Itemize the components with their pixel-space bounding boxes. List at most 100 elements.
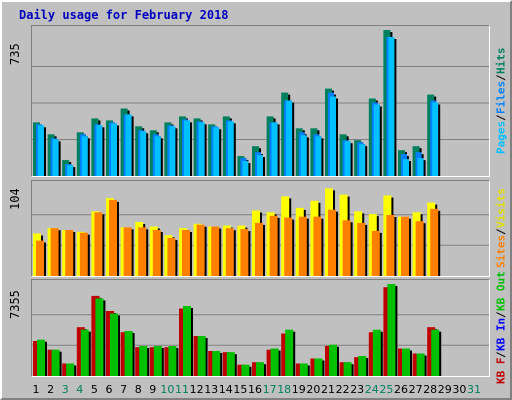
x-tick-label: 13 (204, 383, 218, 396)
kbout-bar (139, 346, 148, 376)
sites-bar (269, 215, 278, 276)
x-tick-label: 24 (365, 383, 379, 396)
pages-bar (315, 136, 322, 176)
pages-bar (432, 102, 439, 176)
x-tick-label: 2 (47, 383, 54, 396)
sites-bar (240, 229, 249, 276)
x-tick-label: 6 (106, 383, 113, 396)
x-tick-label: 7 (120, 383, 127, 396)
x-tick-label: 5 (91, 383, 98, 396)
pages-bar (213, 127, 220, 176)
pages-bar (330, 96, 336, 176)
sites-bar (36, 240, 44, 276)
x-tick-label: 19 (292, 383, 306, 396)
sites-bar (94, 212, 103, 276)
kbout-bar (270, 348, 279, 376)
x-tick-label: 17 (263, 383, 277, 396)
x-tick-label: 9 (149, 383, 156, 396)
kbout-bar (329, 344, 337, 376)
sites-bar (225, 228, 234, 276)
x-tick-label: 3 (62, 383, 69, 396)
sites-bar (430, 208, 439, 276)
pages-bar (388, 37, 395, 176)
pages-bar (38, 125, 44, 176)
x-tick-label: 29 (438, 383, 452, 396)
x-tick-label: 18 (277, 383, 291, 396)
pages-bar (184, 120, 190, 176)
pages-bar (154, 136, 161, 176)
x-tick-label: 1 (33, 383, 40, 396)
kbout-bar (402, 348, 410, 376)
pages-bar (403, 159, 409, 176)
kbout-bar (66, 363, 75, 376)
x-tick-label: 4 (76, 383, 83, 396)
kbout-bar (431, 329, 440, 376)
sites-bar (167, 238, 176, 276)
x-tick-label: 16 (248, 383, 262, 396)
sites-bar (357, 222, 366, 276)
kbout-bar (343, 362, 352, 376)
x-tick-label: 15 (233, 383, 247, 396)
kbout-bar (314, 358, 323, 376)
x-tick-label: 12 (190, 383, 204, 396)
x-tick-label: 27 (409, 383, 423, 396)
kbout-bar (183, 306, 191, 376)
x-tick-label: 25 (379, 383, 393, 396)
x-tick-label: 10 (160, 383, 174, 396)
x-tick-label: 23 (350, 383, 364, 396)
sites-bar (298, 216, 307, 276)
kbout-bar (358, 356, 367, 376)
sites-bar (342, 220, 351, 276)
pages-bar (344, 141, 351, 176)
kbout-bar (37, 339, 45, 376)
pages-bar (373, 104, 380, 176)
pages-bar (169, 126, 176, 176)
sites-bar (328, 209, 336, 276)
x-tick-label: 28 (423, 383, 437, 396)
kbout-bar (299, 363, 308, 376)
sites-bar (401, 216, 409, 276)
sites-bar (79, 232, 88, 276)
sites-bar (109, 199, 117, 276)
x-tick-label: 21 (321, 383, 335, 396)
kbout-bar (285, 329, 294, 376)
pages-bar (286, 100, 293, 176)
pages-bar (359, 144, 366, 176)
sites-bar (255, 222, 263, 276)
pages-bar (111, 123, 117, 176)
kbout-bar (153, 346, 162, 376)
pages-bar (271, 122, 278, 176)
pages-bar (417, 158, 424, 176)
pages-bar (300, 135, 307, 176)
kbout-bar (168, 346, 177, 376)
sites-bar (50, 228, 59, 276)
sites-bar (138, 227, 147, 276)
sites-bar (152, 230, 161, 276)
pages-bar (81, 136, 88, 176)
pages-bar (96, 125, 103, 176)
pages-bar (52, 139, 59, 176)
kbout-bar (387, 284, 396, 376)
kbout-bar (51, 349, 60, 376)
x-tick-label: 8 (135, 383, 142, 396)
kbout-bar (372, 329, 381, 376)
pages-bar (67, 165, 74, 176)
pages-bar (140, 131, 147, 176)
x-tick-label: 20 (306, 383, 320, 396)
kbout-bar (110, 313, 118, 376)
sites-bar (182, 230, 190, 276)
kbout-bar (256, 362, 264, 376)
kbout-bar (80, 329, 89, 376)
kbout-bar (241, 364, 250, 376)
sites-bar (65, 230, 74, 276)
x-tick-label: 31 (467, 383, 481, 396)
kbout-bar (226, 352, 235, 376)
sites-bar (313, 216, 322, 276)
x-tick-label: 11 (175, 383, 189, 396)
sites-bar (284, 217, 293, 276)
sites-bar (196, 224, 205, 276)
pages-bar (125, 114, 132, 176)
sites-bar (211, 226, 220, 276)
kbout-bar (212, 351, 221, 376)
kbout-bar (95, 298, 104, 376)
